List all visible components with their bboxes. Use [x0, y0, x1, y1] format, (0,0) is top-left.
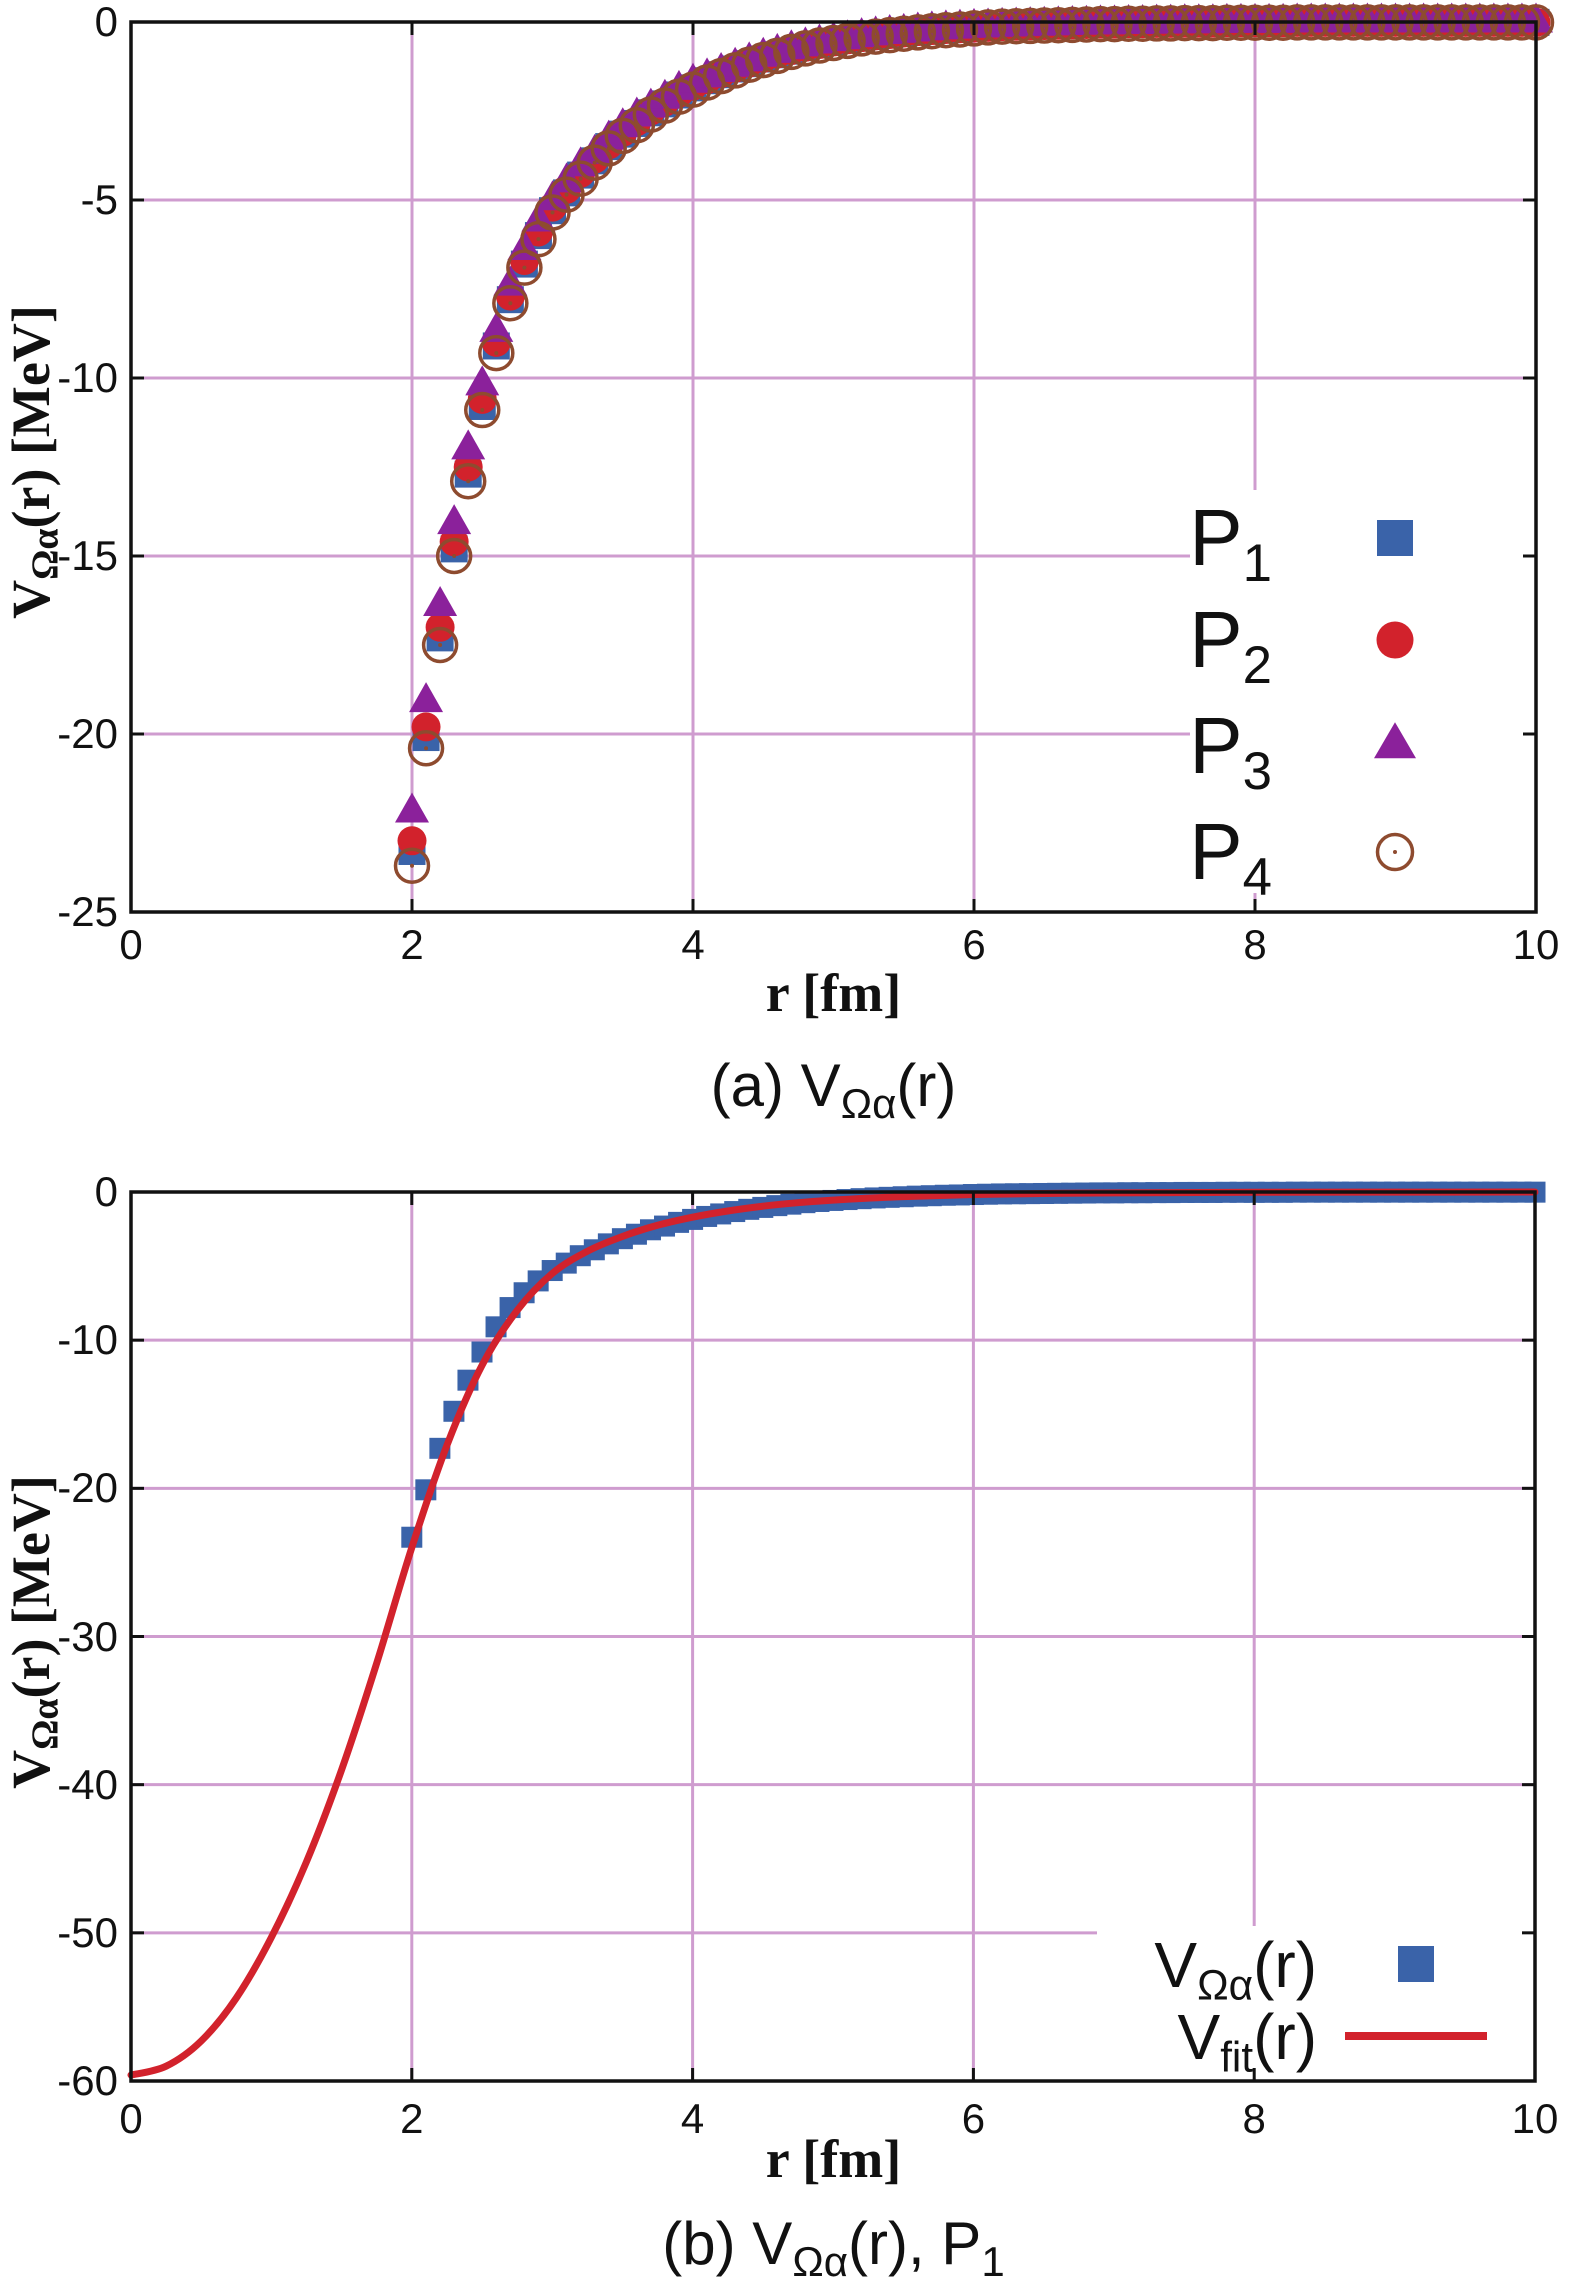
legend-p3-sub: 3 [1242, 741, 1272, 801]
legend-item-p4: P4 [1189, 807, 1272, 907]
x-tick-label: 0 [119, 921, 143, 968]
legend-p3-main: P [1189, 701, 1243, 790]
legend-vdata-sub: Ωα [1197, 1961, 1254, 2009]
y-tick-label: -25 [57, 888, 118, 935]
legend-vdata-rest: (r) [1253, 1929, 1317, 2001]
x-tick-label: 2 [400, 2095, 424, 2142]
legend-vfit-sub: fit [1220, 2033, 1254, 2081]
caption-a: (a) VΩα(r) [131, 1050, 1536, 1128]
y-tick-label: -5 [80, 176, 118, 223]
legend-p4-main: P [1189, 807, 1243, 896]
chart-a-legend-markers [1374, 520, 1416, 872]
x-tick-label: 2 [400, 921, 424, 968]
legend-p4-sub: 4 [1242, 847, 1272, 907]
x-tick-label: 10 [1511, 2095, 1559, 2142]
y-tick-label: -10 [57, 354, 118, 401]
caption-b-prefix: (b) V [662, 2210, 793, 2277]
legend-item-p1: P1 [1189, 493, 1272, 593]
caption-b-subscript2: 1 [981, 2237, 1005, 2283]
y-axis-label-main: V [1, 579, 61, 619]
caption-b: (b) VΩα(r), P1 [131, 2208, 1536, 2283]
y-axis-label-subscript: Ωα [24, 1698, 67, 1750]
x-tick-label: 0 [119, 2095, 143, 2142]
chart-a-grid [131, 22, 1536, 912]
y-axis-label-rest: (r) [MeV] [1, 305, 61, 529]
y-tick-label: -40 [57, 1760, 118, 1808]
y-tick-label: -20 [57, 1464, 118, 1512]
legend-p1-main: P [1189, 493, 1243, 582]
chart-b-legend-markers [1345, 1946, 1487, 2040]
x-axis-label-b: r [fm] [765, 2129, 902, 2189]
x-axis-label-a: r [fm] [765, 963, 902, 1023]
legend-vfit-main: V [1177, 2001, 1221, 2073]
x-tick-label: 6 [962, 921, 986, 968]
chart-b-legend-box [1097, 1926, 1533, 2078]
y-tick-label: -15 [57, 532, 118, 579]
y-tick-label: -20 [57, 710, 118, 757]
y-tick-label: -60 [57, 2057, 118, 2104]
y-tick-label: 0 [94, 0, 118, 45]
legend-item-vdata: VΩα(r) [1154, 1928, 1317, 2009]
y-tick-label: -30 [57, 1612, 118, 1660]
x-tick-label: 8 [1242, 2095, 1266, 2142]
y-tick-label: 0 [94, 1168, 118, 1215]
x-tick-label: 4 [681, 921, 705, 968]
chart-b-border [129, 1190, 1537, 2083]
caption-a-rest: (r) [896, 1052, 957, 1119]
y-tick-label: -10 [57, 1316, 118, 1364]
chart-a-border [129, 20, 1538, 914]
x-tick-label: 6 [961, 2095, 986, 2142]
legend-item-vfit: Vfit(r) [1177, 2000, 1317, 2081]
legend-item-p2: P2 [1189, 595, 1272, 695]
caption-b-rest: (r), P [848, 2210, 982, 2277]
y-tick-label: -50 [57, 1908, 118, 1956]
legend-vdata-main: V [1154, 1929, 1198, 2001]
x-tick-label: 10 [1512, 921, 1560, 968]
x-tick-label: 8 [1243, 921, 1267, 968]
chart-a-legend-box [1190, 490, 1534, 893]
caption-a-subscript: Ωα [840, 1079, 897, 1127]
legend-item-p3: P3 [1189, 701, 1272, 801]
legend-vfit-rest: (r) [1253, 2001, 1317, 2073]
x-tick-label: 4 [680, 2095, 705, 2142]
legend-p2-main: P [1189, 595, 1243, 684]
legend-p2-sub: 2 [1242, 635, 1272, 695]
legend-p1-sub: 1 [1242, 533, 1272, 593]
caption-a-prefix: (a) V [710, 1052, 841, 1119]
caption-b-subscript: Ωα [792, 2237, 849, 2283]
